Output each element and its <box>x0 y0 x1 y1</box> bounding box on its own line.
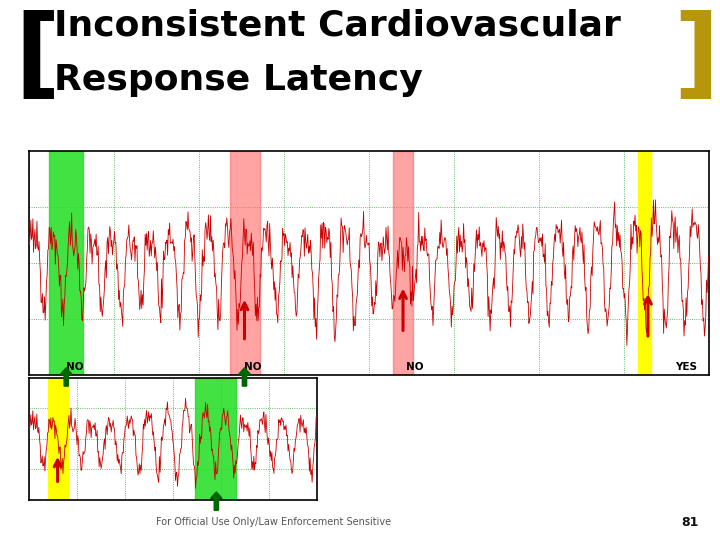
Text: Inconsistent Cardiovascular: Inconsistent Cardiovascular <box>54 8 621 42</box>
Bar <box>638 151 652 375</box>
Bar <box>230 151 260 375</box>
Text: YES: YES <box>675 362 697 372</box>
Bar <box>195 378 236 500</box>
Text: Response Latency: Response Latency <box>54 63 423 97</box>
Text: ]: ] <box>673 10 719 106</box>
Text: For Official Use Only/Law Enforcement Sensitive: For Official Use Only/Law Enforcement Se… <box>156 517 391 528</box>
Bar <box>393 151 413 375</box>
Text: NO: NO <box>66 362 84 372</box>
Text: 81: 81 <box>681 516 698 529</box>
Bar <box>49 151 84 375</box>
Text: NO: NO <box>245 362 262 372</box>
Bar <box>48 378 68 500</box>
Text: NO: NO <box>406 362 424 372</box>
Text: [: [ <box>14 10 60 106</box>
